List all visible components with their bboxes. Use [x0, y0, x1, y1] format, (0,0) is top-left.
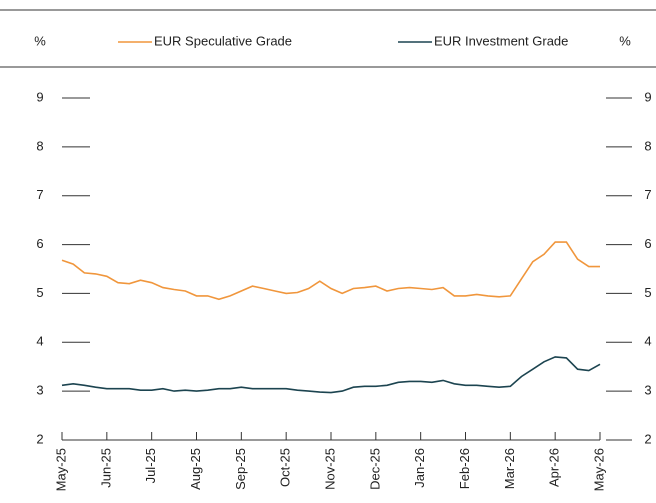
y2-tick-label: 7: [644, 187, 651, 202]
legend-label: EUR Speculative Grade: [154, 33, 292, 48]
y2-tick-label: 4: [644, 334, 651, 349]
y-axis-label: %: [34, 33, 46, 48]
x-tick-label: May-26: [591, 448, 606, 491]
y-tick-label: 7: [36, 187, 43, 202]
x-tick-label: Sep-25: [233, 448, 248, 490]
x-tick-label: Mar-26: [502, 448, 517, 489]
y-tick-label: 2: [36, 431, 43, 446]
y-tick-label: 6: [36, 236, 43, 251]
series-line: [61, 241, 600, 301]
x-tick-label: Oct-25: [278, 448, 293, 487]
x-tick-label: May-25: [53, 448, 68, 491]
y-tick-label: 3: [36, 383, 43, 398]
y-tick-label: 4: [36, 334, 43, 349]
x-tick-label: Jul-25: [143, 448, 158, 483]
y-tick-label: 5: [36, 285, 43, 300]
y2-tick-label: 6: [644, 236, 651, 251]
x-tick-label: Aug-25: [188, 448, 203, 490]
x-tick-label: Jan-26: [412, 448, 427, 488]
x-tick-label: Feb-26: [457, 448, 472, 489]
legend-label: EUR Investment Grade: [434, 33, 568, 48]
x-tick-label: Apr-26: [547, 448, 562, 487]
y-tick-label: 8: [36, 138, 43, 153]
x-tick-label: Dec-25: [367, 448, 382, 490]
y2-tick-label: 5: [644, 285, 651, 300]
y2-tick-label: 9: [644, 89, 651, 104]
series-line: [61, 356, 601, 394]
x-tick-label: Jun-25: [98, 448, 113, 488]
y2-tick-label: 2: [644, 431, 651, 446]
x-tick-label: Nov-25: [322, 448, 337, 490]
y2-tick-label: 8: [644, 138, 651, 153]
y2-axis-label: %: [619, 33, 631, 48]
y2-tick-label: 3: [644, 383, 651, 398]
y-tick-label: 9: [36, 89, 43, 104]
